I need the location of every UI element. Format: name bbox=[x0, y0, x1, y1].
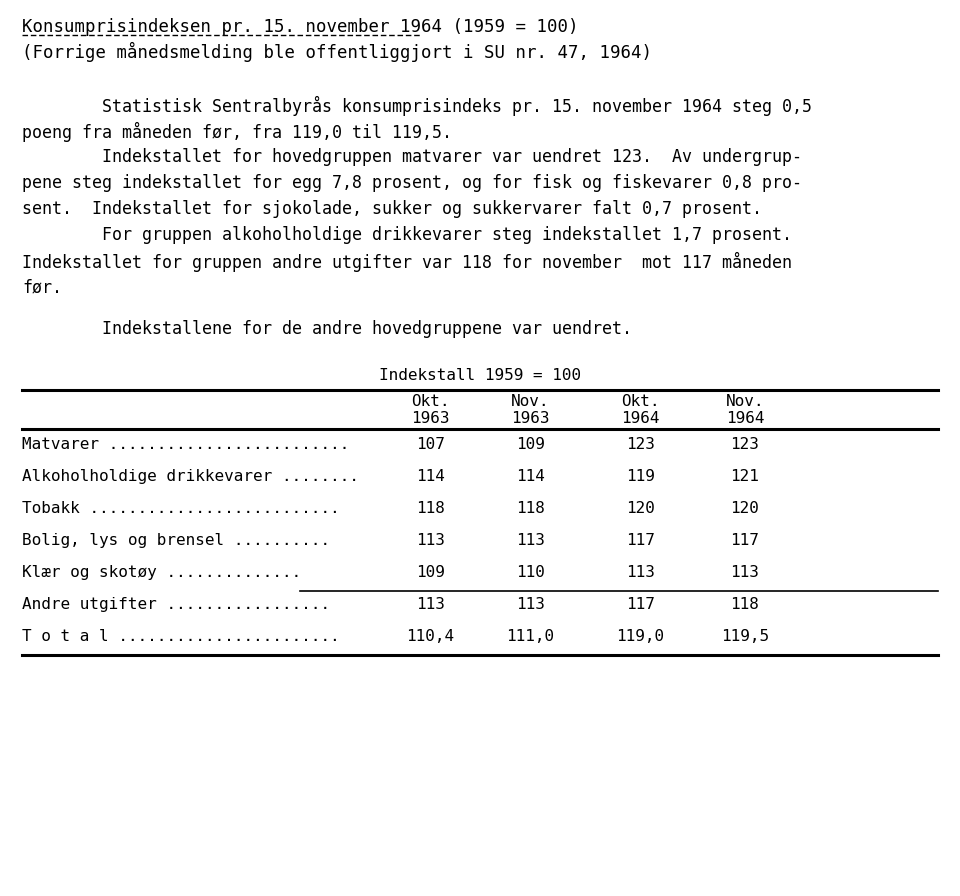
Text: 117: 117 bbox=[731, 532, 759, 547]
Text: poeng fra måneden før, fra 119,0 til 119,5.: poeng fra måneden før, fra 119,0 til 119… bbox=[22, 122, 452, 142]
Text: Indekstallet for hovedgruppen matvarer var uendret 123.  Av undergrup-: Indekstallet for hovedgruppen matvarer v… bbox=[22, 148, 802, 166]
Text: 120: 120 bbox=[626, 501, 655, 515]
Text: 117: 117 bbox=[626, 532, 655, 547]
Text: 1964: 1964 bbox=[621, 410, 660, 426]
Text: 118: 118 bbox=[416, 501, 444, 515]
Text: 123: 123 bbox=[626, 436, 655, 452]
Text: Bolig, lys og brensel ..........: Bolig, lys og brensel .......... bbox=[22, 532, 330, 547]
Text: 111,0: 111,0 bbox=[506, 629, 554, 643]
Text: sent.  Indekstallet for sjokolade, sukker og sukkervarer falt 0,7 prosent.: sent. Indekstallet for sjokolade, sukker… bbox=[22, 200, 762, 218]
Text: Okt.: Okt. bbox=[621, 393, 660, 409]
Text: 113: 113 bbox=[516, 532, 544, 547]
Text: Andre utgifter .................: Andre utgifter ................. bbox=[22, 597, 330, 612]
Text: 113: 113 bbox=[416, 597, 444, 612]
Text: 107: 107 bbox=[416, 436, 444, 452]
Text: 119: 119 bbox=[626, 469, 655, 484]
Text: 113: 113 bbox=[731, 564, 759, 580]
Text: T o t a l .......................: T o t a l ....................... bbox=[22, 629, 340, 643]
Text: 1963: 1963 bbox=[511, 410, 549, 426]
Text: 113: 113 bbox=[626, 564, 655, 580]
Text: Nov.: Nov. bbox=[726, 393, 764, 409]
Text: 119,0: 119,0 bbox=[616, 629, 664, 643]
Text: 109: 109 bbox=[416, 564, 444, 580]
Text: Tobakk ..........................: Tobakk .......................... bbox=[22, 501, 340, 515]
Text: Nov.: Nov. bbox=[511, 393, 549, 409]
Text: Klær og skotøy ..............: Klær og skotøy .............. bbox=[22, 564, 301, 580]
Text: 1963: 1963 bbox=[411, 410, 449, 426]
Text: Alkoholholdige drikkevarer ........: Alkoholholdige drikkevarer ........ bbox=[22, 469, 359, 484]
Text: Indekstall 1959 = 100: Indekstall 1959 = 100 bbox=[379, 367, 581, 383]
Text: 123: 123 bbox=[731, 436, 759, 452]
Text: For gruppen alkoholholdige drikkevarer steg indekstallet 1,7 prosent.: For gruppen alkoholholdige drikkevarer s… bbox=[22, 226, 792, 244]
Text: 113: 113 bbox=[516, 597, 544, 612]
Text: før.: før. bbox=[22, 278, 62, 296]
Text: 109: 109 bbox=[516, 436, 544, 452]
Text: Matvarer .........................: Matvarer ......................... bbox=[22, 436, 349, 452]
Text: 119,5: 119,5 bbox=[721, 629, 769, 643]
Text: 1964: 1964 bbox=[726, 410, 764, 426]
Text: Indekstallene for de andre hovedgruppene var uendret.: Indekstallene for de andre hovedgruppene… bbox=[22, 320, 632, 338]
Text: Indekstallet for gruppen andre utgifter var 118 for november  mot 117 måneden: Indekstallet for gruppen andre utgifter … bbox=[22, 252, 792, 272]
Text: 121: 121 bbox=[731, 469, 759, 484]
Text: Konsumprisindeksen pr. 15. november 1964 (1959 = 100): Konsumprisindeksen pr. 15. november 1964… bbox=[22, 18, 579, 36]
Text: 110: 110 bbox=[516, 564, 544, 580]
Text: Statistisk Sentralbyrås konsumprisindeks pr. 15. november 1964 steg 0,5: Statistisk Sentralbyrås konsumprisindeks… bbox=[22, 96, 812, 116]
Text: 114: 114 bbox=[516, 469, 544, 484]
Text: 117: 117 bbox=[626, 597, 655, 612]
Text: 118: 118 bbox=[731, 597, 759, 612]
Text: (Forrige månedsmelding ble offentliggjort i SU nr. 47, 1964): (Forrige månedsmelding ble offentliggjor… bbox=[22, 42, 652, 62]
Text: 120: 120 bbox=[731, 501, 759, 515]
Text: 114: 114 bbox=[416, 469, 444, 484]
Text: 118: 118 bbox=[516, 501, 544, 515]
Text: Okt.: Okt. bbox=[411, 393, 449, 409]
Text: 110,4: 110,4 bbox=[406, 629, 454, 643]
Text: pene steg indekstallet for egg 7,8 prosent, og for fisk og fiskevarer 0,8 pro-: pene steg indekstallet for egg 7,8 prose… bbox=[22, 174, 802, 192]
Text: 113: 113 bbox=[416, 532, 444, 547]
